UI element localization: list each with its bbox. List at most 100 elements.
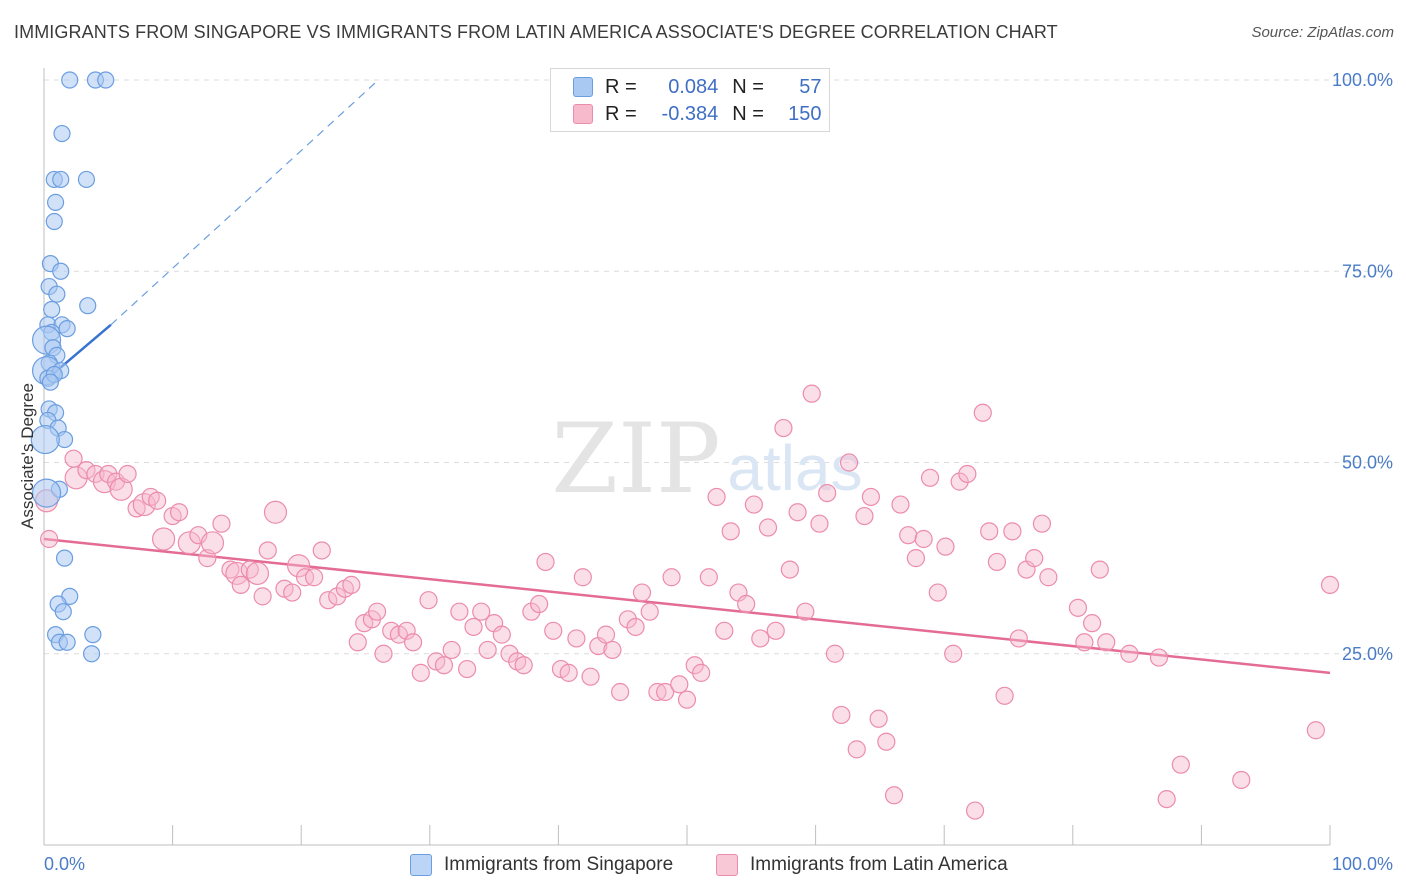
latam-point [847, 740, 866, 759]
watermark-text-zip: ZIP [551, 403, 720, 515]
latam-point [348, 633, 367, 652]
latam-point [603, 640, 622, 660]
latam-point [442, 640, 461, 660]
singapore-point [77, 170, 96, 189]
latam-point [478, 640, 497, 660]
latam-point [839, 453, 859, 472]
watermark: ZIP atlas [551, 403, 862, 515]
y-tick-label: 50.0% [1342, 453, 1393, 473]
latam-point [231, 575, 250, 595]
latam-point [920, 468, 940, 487]
latam-point [1097, 633, 1116, 652]
singapore-point [53, 124, 71, 143]
latam-point [544, 621, 563, 640]
y-tick-label: 100.0% [1332, 70, 1393, 90]
latam-point [670, 675, 689, 694]
tick-labels: 25.0% 50.0% 75.0% 100.0% 0.0% 100.0% Associate… [18, 70, 1393, 874]
latam-point [656, 682, 675, 702]
latam-point [796, 602, 815, 621]
latam-point [374, 644, 393, 663]
legend-row-singapore: R = 0.084 N = 57 [573, 75, 822, 99]
latam-point [677, 690, 697, 709]
latam-point [914, 529, 933, 549]
watermark-text-atlas: atlas [727, 432, 862, 504]
latam-point [411, 663, 430, 682]
latam-point [419, 591, 438, 610]
latam-point [692, 663, 711, 682]
latam-point [450, 602, 469, 621]
latam-point [861, 487, 880, 507]
singapore-point [82, 645, 101, 663]
data-points [30, 71, 1340, 820]
latam-point [1306, 721, 1325, 740]
latam-point [514, 656, 533, 675]
latam-point [611, 682, 630, 702]
singapore-point [46, 193, 65, 211]
grid-lines [44, 79, 1392, 655]
latam-point [536, 552, 555, 572]
x-tick-label-left: 0.0% [44, 854, 85, 874]
latam-point [1157, 789, 1176, 809]
correlation-legend: R = 0.084 N = 57 R = -0.384 N = 150 [550, 68, 830, 132]
latam-point [640, 602, 659, 621]
singapore-point [58, 320, 76, 338]
y-tick-label: 75.0% [1342, 261, 1393, 281]
latam-point [263, 500, 288, 524]
latam-point [500, 644, 519, 663]
latam-legend-swatch [716, 854, 738, 876]
latam-point [737, 594, 756, 614]
latam-point [626, 617, 645, 637]
latam-point [632, 583, 652, 602]
singapore-point [30, 424, 60, 455]
legend-r-value: 0.084 [668, 75, 719, 98]
latam-point [434, 656, 454, 675]
singapore-point [52, 170, 70, 189]
latam-point [109, 477, 133, 501]
latam-point [86, 464, 105, 484]
latam-point [980, 522, 999, 541]
singapore-point [79, 297, 97, 315]
latam-point [177, 531, 201, 555]
latam-point [855, 506, 874, 526]
latam-point [1149, 648, 1169, 667]
singapore-point [41, 373, 60, 391]
latam-point [245, 561, 270, 586]
singapore-point [58, 633, 76, 651]
latam-point [596, 625, 616, 644]
singapore-point [45, 212, 63, 231]
latam-point [662, 568, 681, 587]
latam-point [869, 709, 888, 728]
latam-point [40, 529, 59, 549]
latam-point [884, 786, 904, 805]
latam-point [707, 487, 726, 507]
singapore-point [48, 285, 66, 303]
latam-point [751, 629, 770, 648]
singapore-legend-label: Immigrants from Singapore [444, 854, 674, 875]
latam-point [367, 602, 387, 621]
legend-r-label: R = [605, 102, 637, 125]
latam-point [1003, 522, 1022, 541]
latam-point [64, 466, 88, 490]
latam-point [780, 560, 799, 579]
latam-point [397, 621, 416, 640]
latam-point [1075, 633, 1094, 652]
latam-point [1320, 575, 1340, 595]
latam-point [212, 514, 231, 533]
latam-swatch [573, 104, 593, 124]
latam-point [522, 602, 541, 621]
latam-point [342, 575, 361, 595]
latam-point [304, 568, 324, 587]
latam-point [225, 561, 249, 586]
latam-point [788, 503, 807, 522]
latam-point [699, 568, 718, 587]
singapore-trend-extension [110, 79, 379, 326]
latam-point [403, 633, 423, 652]
latam-point [1232, 770, 1251, 790]
legend-n-label: N = [732, 102, 764, 125]
latam-point [928, 583, 947, 602]
legend-row-latam: R = -0.384 N = 150 [573, 102, 822, 126]
source-label: Source: ZipAtlas.com [1251, 24, 1394, 41]
latam-point [77, 461, 96, 480]
latam-point [1171, 755, 1190, 774]
latam-point [319, 591, 338, 610]
